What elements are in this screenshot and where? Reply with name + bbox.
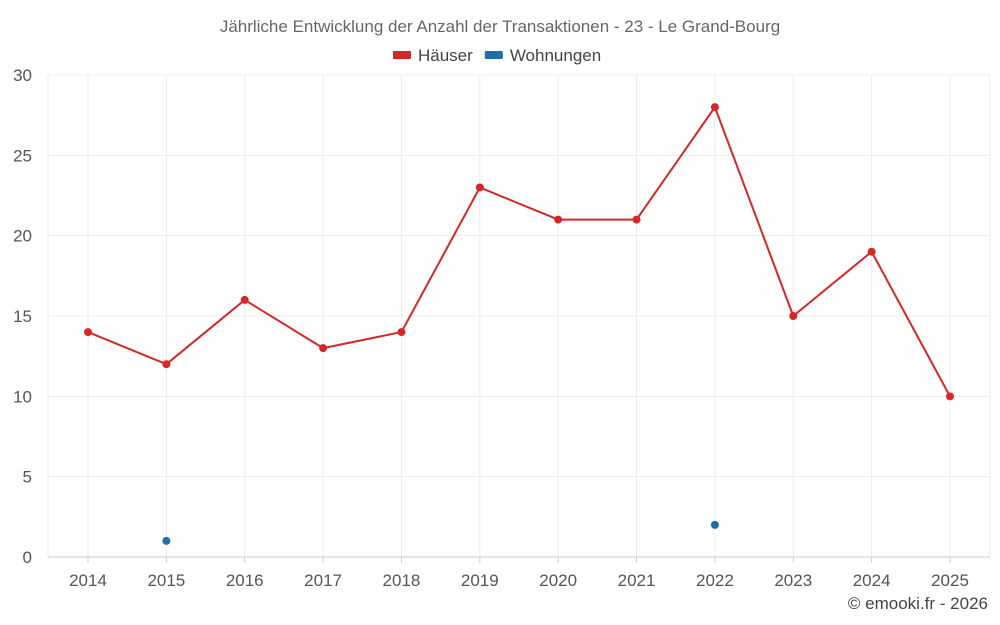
x-tick-label: 2022 — [696, 571, 734, 590]
legend-swatch — [484, 51, 503, 59]
plot-area — [84, 103, 954, 545]
x-tick-label: 2015 — [147, 571, 185, 590]
data-point-h-user[interactable] — [789, 312, 798, 320]
x-axis: 2014 2015 2016 2017 2018 2019 2020 2021 2022 2023… — [48, 556, 990, 590]
data-point-h-user[interactable] — [319, 344, 328, 353]
data-point-h-user[interactable] — [240, 295, 249, 304]
x-tick-label: 2018 — [383, 571, 421, 590]
legend-item-wohnungen[interactable]: Wohnungen — [484, 46, 601, 65]
x-tick-label: 2024 — [853, 571, 891, 590]
grid — [47, 74, 991, 557]
data-point-wohnungen[interactable] — [710, 520, 719, 529]
y-tick-label: 15 — [13, 307, 32, 326]
data-point-h-user[interactable] — [867, 247, 876, 256]
y-tick-label: 5 — [23, 468, 32, 487]
credit-text: © emooki.fr - 2026 — [848, 594, 988, 613]
data-point-h-user[interactable] — [475, 183, 484, 192]
x-tick-label: 2019 — [461, 571, 499, 590]
data-point-h-user[interactable] — [632, 215, 641, 224]
data-point-h-user[interactable] — [162, 360, 171, 369]
y-tick-label: 30 — [13, 66, 32, 85]
legend[interactable]: Häuser Wohnungen — [393, 46, 601, 65]
y-tick-label: 20 — [13, 227, 32, 246]
series-wohnungen — [162, 520, 719, 545]
x-tick-label: 2017 — [304, 571, 342, 590]
x-tick-label: 2016 — [226, 571, 264, 590]
legend-item-h-user[interactable]: Häuser — [393, 46, 473, 65]
x-tick-label: 2020 — [539, 571, 577, 590]
legend-label: Wohnungen — [510, 46, 601, 65]
data-point-h-user[interactable] — [946, 392, 954, 401]
legend-label: Häuser — [418, 46, 473, 65]
data-point-h-user[interactable] — [84, 328, 92, 337]
y-tick-label: 25 — [13, 146, 32, 165]
legend-swatch — [393, 51, 411, 59]
y-tick-label: 10 — [13, 387, 32, 406]
x-tick-label: 2023 — [774, 571, 812, 590]
data-point-wohnungen[interactable] — [162, 536, 171, 545]
data-point-h-user[interactable] — [397, 328, 406, 337]
data-point-h-user[interactable] — [554, 215, 563, 224]
series-h-user — [84, 103, 954, 401]
y-tick-label: 0 — [23, 548, 32, 567]
x-tick-label: 2025 — [931, 571, 969, 590]
chart-title: Jährliche Entwicklung der Anzahl der Tra… — [220, 17, 780, 36]
x-tick-label: 2014 — [69, 571, 107, 590]
series-line-h-user — [87, 106, 951, 397]
data-point-h-user[interactable] — [710, 103, 719, 112]
x-tick-label: 2021 — [618, 571, 656, 590]
y-axis: 0 5 10 15 20 25 30 — [13, 66, 32, 567]
